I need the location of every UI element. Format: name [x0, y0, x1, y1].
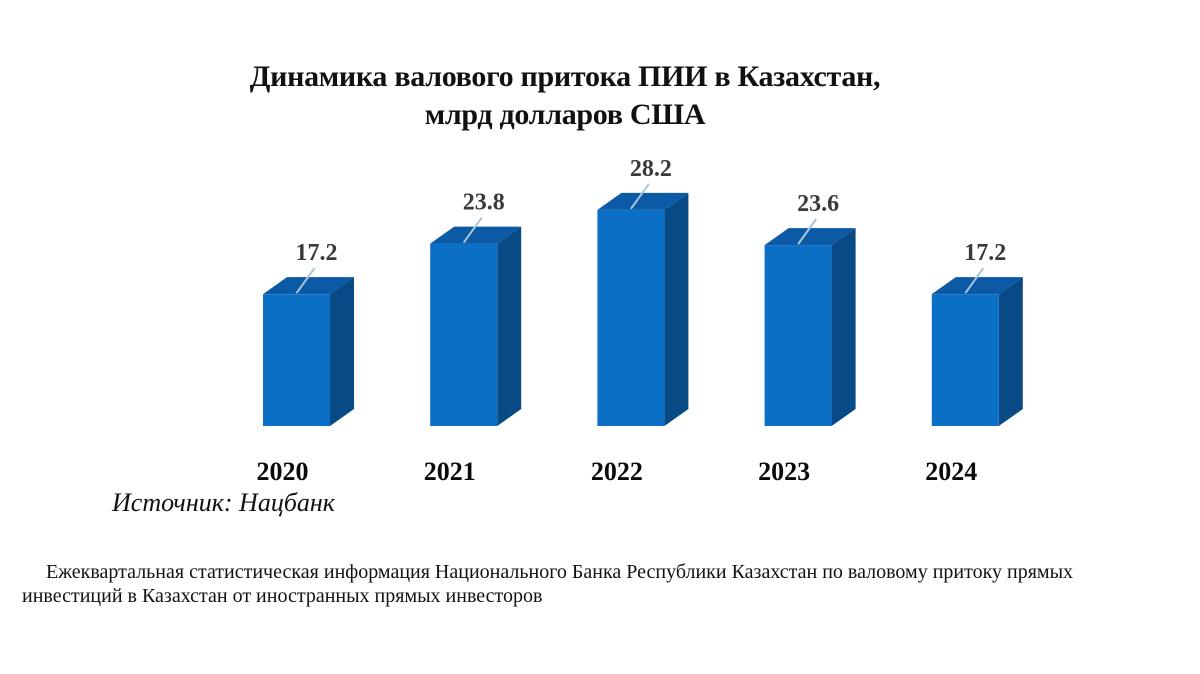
bar-front-face [931, 294, 999, 426]
bar-2022: 28.2 [597, 156, 689, 426]
bar-side-face [831, 228, 856, 426]
bar-side-face [998, 277, 1023, 426]
bar-top-face [597, 192, 689, 210]
data-label: 17.2 [964, 240, 1006, 266]
footnote-text: Ежеквартальная статистическая информация… [22, 561, 1074, 607]
bar-top-face [430, 226, 522, 244]
category-label: 2021 [424, 457, 476, 486]
data-label: 23.8 [463, 190, 505, 216]
leader-line [462, 216, 483, 244]
leader-line [964, 267, 985, 294]
chart-title-line-1: Динамика валового притока ПИИ в Казахста… [249, 60, 881, 93]
category-label: 2020 [257, 457, 309, 486]
bar-series: 17.2 23.8 28.2 23.6 17.2 [263, 156, 1023, 426]
bar-side-face [664, 192, 689, 426]
data-label: 17.2 [296, 240, 338, 266]
bar-side-face [330, 277, 354, 426]
bar-top-face [263, 277, 354, 295]
bar-2024: 17.2 [931, 240, 1023, 426]
source-note: Источник: Нацбанк [112, 488, 335, 517]
bar-front-face [597, 209, 665, 426]
data-label: 23.6 [797, 191, 839, 217]
bar-front-face [430, 243, 498, 426]
bar-front-face [263, 294, 330, 426]
leader-line [630, 183, 650, 210]
chart-title-line-2: млрд долларов США [424, 98, 706, 131]
bar-front-face [764, 245, 832, 426]
bar-2023: 23.6 [764, 191, 856, 426]
bar-top-face [931, 277, 1023, 295]
leader-line [295, 267, 316, 294]
category-label: 2024 [925, 457, 977, 486]
bar-2021: 23.8 [430, 190, 522, 426]
category-label: 2022 [591, 457, 643, 486]
x-axis-labels: 2020 2021 2022 2023 2024 [257, 457, 978, 486]
bar-2020: 17.2 [263, 240, 354, 426]
bar-side-face [497, 226, 522, 426]
chart-title: Динамика валового притока ПИИ в Казахста… [0, 58, 1130, 134]
leader-line [797, 218, 817, 245]
bar-top-face [764, 228, 856, 246]
category-label: 2023 [758, 457, 810, 486]
data-label: 28.2 [630, 156, 672, 182]
